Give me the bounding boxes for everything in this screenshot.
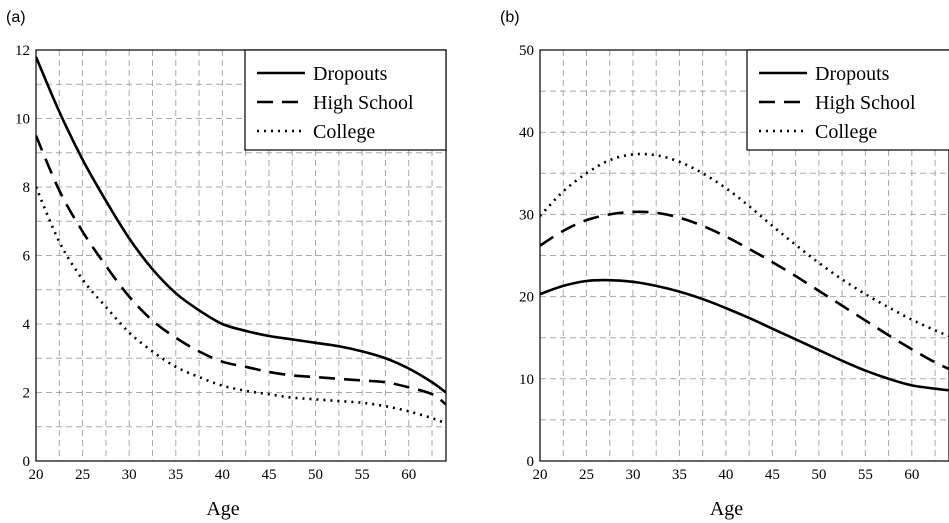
y-tick-label: 0 xyxy=(527,454,535,470)
chart-panel-b: 20 25 30 35 40 45 50 55 60 0 10 20 30 40 50 Age (b) Dropo… xyxy=(500,9,949,520)
x-tick-label: 35 xyxy=(672,467,687,483)
y-tick-labels: 0 10 20 30 40 50 xyxy=(519,43,534,470)
x-tick-label: 25 xyxy=(579,467,594,483)
plot-frame xyxy=(539,49,949,462)
x-tick-label: 40 xyxy=(718,467,733,483)
legend-label: Dropouts xyxy=(313,63,388,85)
x-tick-label: 55 xyxy=(355,467,370,483)
panel-label: (b) xyxy=(500,9,520,26)
x-tick-label: 45 xyxy=(765,467,780,483)
y-tick-label: 4 xyxy=(23,317,31,333)
y-tick-label: 2 xyxy=(23,386,31,402)
x-tick-label: 20 xyxy=(29,467,44,483)
legend-box xyxy=(244,49,447,151)
x-tick-labels: 20 25 30 35 40 45 50 55 60 xyxy=(533,467,920,483)
series-line-high-school xyxy=(36,135,446,406)
x-tick-label: 55 xyxy=(858,467,873,483)
y-tick-label: 10 xyxy=(519,372,534,388)
x-axis-title: Age xyxy=(206,498,239,520)
legend-label: College xyxy=(815,121,877,143)
plot-frame xyxy=(35,49,447,462)
x-axis-title: Age xyxy=(710,498,743,520)
y-tick-label: 0 xyxy=(23,454,31,470)
panel-label: (a) xyxy=(6,9,26,26)
legend-label: College xyxy=(313,121,375,143)
x-tick-label: 60 xyxy=(401,467,416,483)
legend-box xyxy=(746,49,949,151)
grid xyxy=(36,50,446,461)
x-tick-label: 20 xyxy=(533,467,548,483)
x-tick-label: 30 xyxy=(625,467,640,483)
x-tick-label: 50 xyxy=(308,467,323,483)
x-tick-label: 25 xyxy=(75,467,90,483)
x-tick-labels: 20 25 30 35 40 45 50 55 60 xyxy=(29,467,417,483)
y-tick-label: 40 xyxy=(519,125,534,141)
y-tick-label: 30 xyxy=(519,207,534,223)
y-tick-label: 12 xyxy=(15,43,30,59)
series-line-dropouts xyxy=(36,56,446,394)
legend-label: High School xyxy=(815,92,916,114)
x-tick-label: 30 xyxy=(122,467,137,483)
series-line-dropouts xyxy=(540,278,949,392)
y-tick-label: 10 xyxy=(15,112,30,128)
x-tick-label: 45 xyxy=(261,467,276,483)
legend-label: Dropouts xyxy=(815,63,890,85)
series-group xyxy=(36,56,446,425)
x-tick-label: 60 xyxy=(904,467,919,483)
legend: Dropouts High School College xyxy=(746,49,949,151)
series-line-high-school xyxy=(540,210,949,371)
series-group xyxy=(540,152,949,392)
x-tick-label: 50 xyxy=(811,467,826,483)
x-tick-label: 35 xyxy=(168,467,183,483)
chart-panel-a: 20 25 30 35 40 45 50 55 60 0 2 4 6 8 10 12 Age (a) Dropout… xyxy=(6,9,447,520)
y-tick-label: 8 xyxy=(23,180,31,196)
legend: Dropouts High School College xyxy=(244,49,447,151)
legend-label: High School xyxy=(313,92,414,114)
y-tick-label: 50 xyxy=(519,43,534,59)
y-tick-label: 6 xyxy=(23,249,31,265)
y-tick-label: 20 xyxy=(519,290,534,306)
series-line-college xyxy=(36,186,446,425)
y-tick-labels: 0 2 4 6 8 10 12 xyxy=(15,43,31,470)
x-tick-label: 40 xyxy=(215,467,230,483)
series-line-college xyxy=(540,152,949,338)
